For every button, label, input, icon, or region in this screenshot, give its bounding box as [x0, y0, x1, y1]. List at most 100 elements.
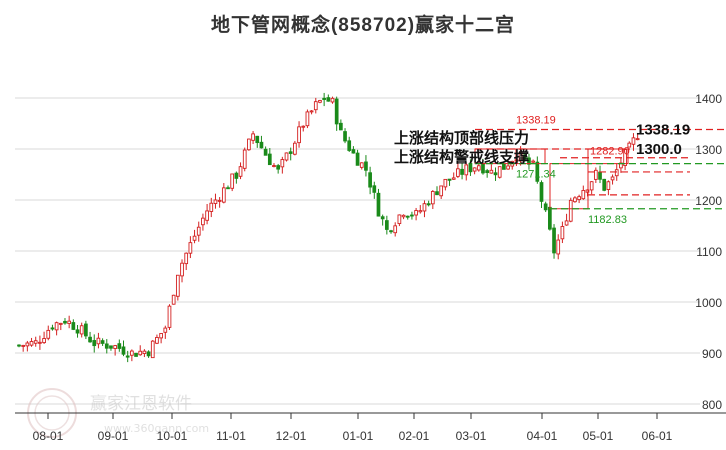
candle-down — [17, 344, 21, 347]
candle-up — [614, 169, 619, 177]
candle-up — [393, 225, 398, 234]
candle-down — [288, 151, 293, 154]
candle-down — [92, 340, 97, 347]
x-tick-label: 06-01 — [642, 429, 673, 443]
candle-up — [142, 350, 147, 355]
candle-down — [410, 214, 414, 217]
candle-up — [464, 164, 469, 176]
level-label-1282: 1282.90 — [590, 146, 630, 158]
candle-down — [109, 345, 113, 349]
candle-down — [134, 352, 138, 357]
candle-up — [238, 166, 243, 177]
candle-down — [405, 215, 410, 218]
candle-up — [29, 341, 34, 346]
candle-up — [175, 274, 180, 297]
candle-down — [75, 329, 80, 334]
candle-down — [493, 172, 498, 176]
y-tick-label: 800 — [702, 398, 722, 412]
candle-up — [205, 210, 209, 221]
y-tick-label: 1100 — [696, 245, 722, 259]
level-label-1271: 1271.34 — [516, 169, 556, 181]
x-tick-label: 02-01 — [399, 429, 430, 443]
x-tick-label: 05-01 — [583, 429, 614, 443]
y-tick-label: 1300 — [695, 143, 722, 157]
candle-up — [476, 165, 481, 171]
x-tick-label: 09-01 — [98, 429, 129, 443]
candle-up — [577, 196, 581, 201]
candle-up — [422, 203, 427, 212]
candle-up — [497, 166, 502, 178]
candle-up — [213, 199, 218, 204]
candle-up — [619, 162, 623, 169]
candle-down — [343, 131, 347, 142]
y-axis-ticks: 800 900 1000 1100 1200 1300 1400 — [695, 92, 722, 412]
candle-down — [376, 192, 381, 217]
watermark: 赢家江恩软件 www.360gann.com — [27, 388, 209, 438]
candle-down — [334, 98, 339, 125]
candle-up — [430, 191, 435, 205]
candle-up — [192, 235, 197, 241]
candle-up — [67, 320, 72, 325]
candle-down — [276, 165, 281, 170]
candle-up — [113, 345, 117, 349]
candle-up — [305, 111, 310, 127]
candle-up — [627, 142, 632, 148]
candle-down — [100, 340, 105, 344]
candle-up — [564, 220, 569, 226]
candle-down — [355, 152, 360, 166]
candle-up — [188, 242, 193, 254]
candle-down — [527, 157, 531, 165]
x-tick-label: 12-01 — [276, 429, 307, 443]
candle-down — [552, 227, 556, 254]
candle-up — [217, 199, 222, 202]
candle-up — [518, 151, 523, 162]
y-tick-label: 900 — [702, 347, 722, 361]
candle-down — [539, 182, 544, 202]
candle-up — [297, 126, 301, 144]
candle-up — [589, 181, 594, 191]
candle-up — [318, 100, 322, 103]
candle-down — [71, 322, 76, 330]
candle-up — [581, 190, 586, 200]
candle-up — [573, 197, 577, 203]
candle-up — [606, 181, 611, 190]
candle-up — [251, 133, 255, 141]
x-axis-ticks: 08-01 09-01 10-01 11-01 12-01 01-01 02-01 03-01… — [33, 413, 673, 443]
candle-up — [472, 167, 477, 172]
candle-up — [414, 210, 418, 216]
candle-down — [125, 355, 130, 358]
x-tick-label: 04-01 — [527, 429, 558, 443]
candle-up — [21, 344, 26, 347]
grid-lines — [15, 97, 700, 405]
candle-down — [368, 172, 372, 188]
candle-down — [63, 320, 67, 324]
candle-down — [460, 168, 464, 175]
candle-down — [543, 203, 548, 211]
candle-down — [50, 327, 55, 330]
candle-up — [163, 327, 168, 333]
candle-up — [150, 340, 155, 359]
candle-up — [167, 305, 172, 328]
candle-down — [263, 148, 268, 156]
candle-down — [267, 153, 272, 166]
level-label-1338-small: 1338.19 — [516, 115, 556, 127]
candle-up — [301, 125, 306, 128]
candle-up — [309, 110, 314, 113]
candle-up — [313, 101, 318, 111]
y-tick-label: 1400 — [695, 92, 722, 106]
candle-down — [389, 230, 393, 233]
candle-up — [610, 176, 615, 181]
candle-down — [326, 97, 331, 102]
candle-down — [234, 172, 239, 179]
candle-up — [46, 329, 51, 339]
watermark-brand: 赢家江恩软件 — [90, 394, 192, 414]
candle-up — [201, 217, 205, 226]
candle-down — [351, 149, 356, 154]
y-tick-label: 1000 — [695, 296, 722, 310]
candle-down — [84, 323, 88, 337]
candle-down — [485, 170, 490, 174]
candle-up — [585, 189, 590, 193]
candle-up — [96, 337, 101, 345]
candle-up — [25, 342, 30, 347]
